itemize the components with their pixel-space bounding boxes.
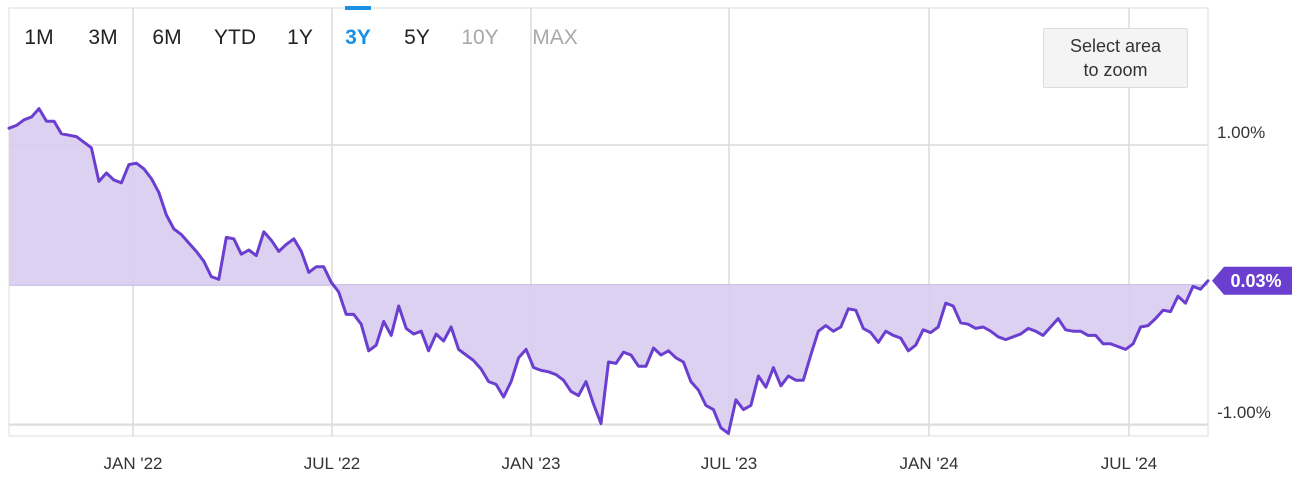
range-button-1m[interactable]: 1M	[24, 26, 53, 49]
range-button-3m[interactable]: 3M	[88, 26, 117, 49]
range-button-label: 1Y	[287, 26, 313, 49]
x-axis-ticks: JAN '22 JUL '22 JAN '23 JUL '23 JAN '24 JUL '…	[104, 454, 1158, 473]
range-button-1y[interactable]: 1Y	[287, 26, 313, 49]
x-tick-label: JUL '24	[1101, 454, 1157, 473]
range-button-label: 6M	[152, 26, 181, 49]
range-button-label: YTD	[214, 26, 256, 49]
zoom-hint: Select area to zoom	[1043, 28, 1188, 88]
current-value-badge-shape	[1212, 266, 1292, 295]
range-button-5y[interactable]: 5Y	[404, 26, 430, 49]
current-value-label: 0.03%	[1230, 271, 1281, 291]
y-axis-ticks: 1.00% -1.00%	[1217, 123, 1271, 422]
y-tick-label: -1.00%	[1217, 403, 1271, 422]
range-button-label: 1M	[24, 26, 53, 49]
range-button-ytd[interactable]: YTD	[214, 26, 256, 49]
range-button-label: 3M	[88, 26, 117, 49]
range-button-6m[interactable]: 6M	[152, 26, 181, 49]
range-button-label: MAX	[532, 26, 578, 49]
area-fill	[9, 108, 1208, 434]
x-tick-label: JAN '23	[502, 454, 561, 473]
range-button-max[interactable]: MAX	[532, 26, 578, 49]
x-tick-label: JUL '23	[701, 454, 757, 473]
active-indicator	[345, 6, 371, 10]
range-button-label: 5Y	[404, 26, 430, 49]
x-tick-label: JAN '24	[900, 454, 959, 473]
x-tick-label: JUL '22	[304, 454, 360, 473]
range-button-3y[interactable]: 3Y	[345, 6, 371, 49]
range-selector[interactable]: 1M 3M 6M YTD 1Y 3Y 5Y 10Y MAX	[24, 6, 578, 49]
range-button-10y[interactable]: 10Y	[461, 26, 498, 49]
current-value-badge: 0.03%	[1212, 266, 1292, 295]
range-button-label: 10Y	[461, 26, 498, 49]
y-tick-label: 1.00%	[1217, 123, 1265, 142]
series-line[interactable]	[7, 107, 1210, 435]
range-button-label: 3Y	[345, 26, 371, 49]
x-tick-label: JAN '22	[104, 454, 163, 473]
